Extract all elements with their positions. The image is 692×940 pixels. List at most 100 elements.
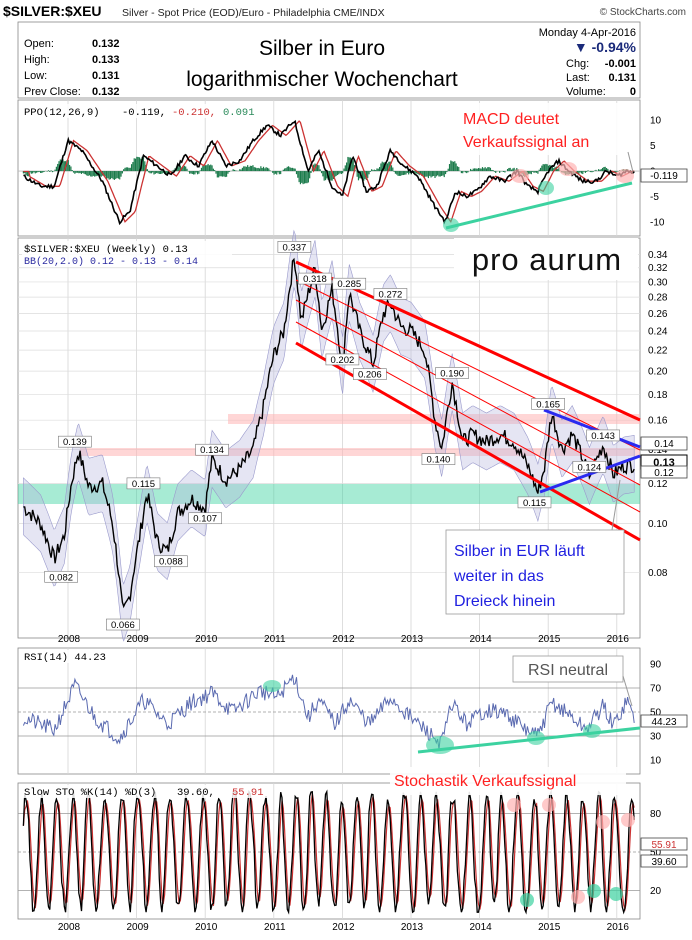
ppo-hist-bar — [162, 171, 164, 173]
ppo-high-marker — [616, 169, 634, 183]
ppo-hist-bar — [298, 171, 300, 183]
ppo-hist-bar — [166, 171, 168, 175]
ppo-hist-bar — [541, 165, 543, 172]
stochastic-panel: Slow STO %K(14) %D(3) 39.60, 55.91 Stoch… — [17, 767, 688, 920]
sto-overbought-marker — [621, 813, 635, 827]
ppo-hist-bar — [551, 166, 554, 172]
sto-tick-label: 20 — [650, 886, 662, 897]
ppo-hist-bar — [95, 171, 97, 177]
ppo-hist-bar — [62, 159, 64, 172]
ppo-hist-bar — [76, 171, 79, 173]
ppo-hist-bar — [489, 167, 492, 172]
ppo-hist-bar — [34, 171, 36, 174]
ppo-hist-bar — [87, 171, 89, 176]
ppo-hist-bar — [252, 165, 254, 172]
chart-title-line1: Silber in Euro — [259, 37, 385, 60]
ppo-hist-bar — [359, 171, 361, 179]
price-point-label: 0.202 — [331, 355, 355, 366]
ppo-hist-bar — [37, 171, 39, 173]
ppo-hist-bar — [244, 166, 246, 172]
ppo-hist-bar — [415, 171, 418, 174]
ppo-hist-bar — [22, 171, 25, 174]
ppo-hist-bar — [508, 167, 510, 172]
ppo-hist-bar — [274, 171, 276, 174]
ppo-hist-bar — [84, 171, 87, 175]
ppo-hist-bar — [336, 171, 338, 176]
ppo-hist-bar — [55, 166, 57, 172]
price-tick-label: 0.32 — [648, 263, 668, 274]
ppo-hist-bar — [330, 171, 332, 181]
ppo-hist-bar — [546, 164, 548, 172]
ppo-hist-bar — [595, 169, 597, 172]
ppo-hist-bar — [216, 171, 218, 178]
ppo-hist-bar — [211, 165, 213, 172]
ppo-hist-bar — [160, 171, 162, 174]
ppo-hist-bar — [460, 171, 462, 174]
ppo-hist-bar — [331, 171, 333, 181]
ppo-hist-bar — [72, 171, 75, 173]
ppo-hist-bar — [302, 171, 304, 185]
ppo-hist-bar — [506, 168, 509, 172]
ppo-value-3: 0.091 — [223, 107, 255, 119]
ppo-hist-bar — [454, 161, 456, 172]
ppo-hist-bar — [91, 171, 93, 177]
ppo-hist-bar — [207, 163, 209, 172]
ppo-hist-bar — [487, 167, 489, 172]
ppo-hist-bar — [289, 167, 291, 172]
ppo-hist-bar — [352, 160, 354, 172]
ppo-hist-bar — [239, 169, 241, 172]
ppo-hist-bar — [54, 169, 56, 172]
ppo-hist-bar — [431, 171, 433, 177]
ppo-hist-bar — [442, 171, 444, 176]
ppo-hist-bar — [319, 169, 321, 172]
price-legend: $SILVER:$XEU (Weekly) 0.13 — [24, 244, 188, 256]
sto-annotation: Stochastik Verkaufssignal — [394, 773, 576, 790]
ppo-hist-bar — [326, 171, 328, 179]
ppo-hist-bar — [61, 160, 63, 172]
ppo-hist-bar — [307, 171, 309, 183]
year-tick-label: 2014 — [469, 922, 492, 933]
ppo-hist-bar — [484, 167, 486, 172]
ppo-hist-bar — [173, 169, 175, 172]
ppo-hist-bar — [439, 171, 441, 177]
ppo-hist-bar — [191, 171, 193, 174]
ppo-hist-bar — [450, 160, 452, 172]
ppo-hist-bar — [310, 171, 312, 174]
ppo-hist-bar — [26, 171, 28, 177]
ppo-hist-bar — [532, 171, 534, 172]
sto-oversold-marker — [520, 893, 534, 907]
rsi-low-marker — [426, 736, 454, 754]
ppo-hist-bar — [406, 171, 408, 173]
ppo-hist-bar — [348, 157, 350, 172]
sto-oversold-marker — [587, 884, 601, 898]
price-point-label: 0.082 — [49, 572, 73, 583]
ppo-hist-bar — [220, 171, 222, 177]
year-tick-label: 2011 — [264, 634, 286, 645]
ppo-hist-bar — [476, 168, 478, 172]
ppo-hist-bar — [485, 168, 488, 172]
ppo-hist-bar — [340, 171, 342, 175]
ppo-hist-bar — [199, 170, 201, 172]
x-axis-top: 2008 2009 2010 2011 2012 2013 2014 2015 2016 — [58, 634, 629, 645]
ppo-hist-bar — [488, 167, 490, 172]
ppo-hist-bar — [129, 167, 131, 172]
ppo-value-2: -0.210, — [172, 107, 216, 119]
year-tick-label: 2010 — [195, 634, 218, 645]
ppo-hist-bar — [458, 166, 460, 172]
ppo-hist-bar — [257, 167, 259, 172]
ppo-hist-bar — [186, 168, 188, 172]
ppo-hist-bar — [455, 163, 457, 172]
price-annotation-line3: Dreieck hinein — [454, 593, 555, 610]
ppo-hist-bar — [225, 171, 228, 177]
ppo-hist-bar — [25, 171, 27, 176]
ppo-hist-bar — [351, 158, 353, 172]
ppo-hist-bar — [448, 164, 451, 172]
price-tick-label: 0.24 — [648, 327, 668, 338]
ppo-hist-bar — [483, 168, 485, 172]
ppo-hist-bar — [513, 167, 515, 172]
ppo-hist-bar — [550, 165, 552, 172]
ppo-hist-bar — [295, 171, 298, 175]
ppo-hist-bar — [71, 170, 73, 172]
ppo-hist-bar — [51, 171, 54, 173]
ppo-hist-bar — [324, 171, 327, 181]
